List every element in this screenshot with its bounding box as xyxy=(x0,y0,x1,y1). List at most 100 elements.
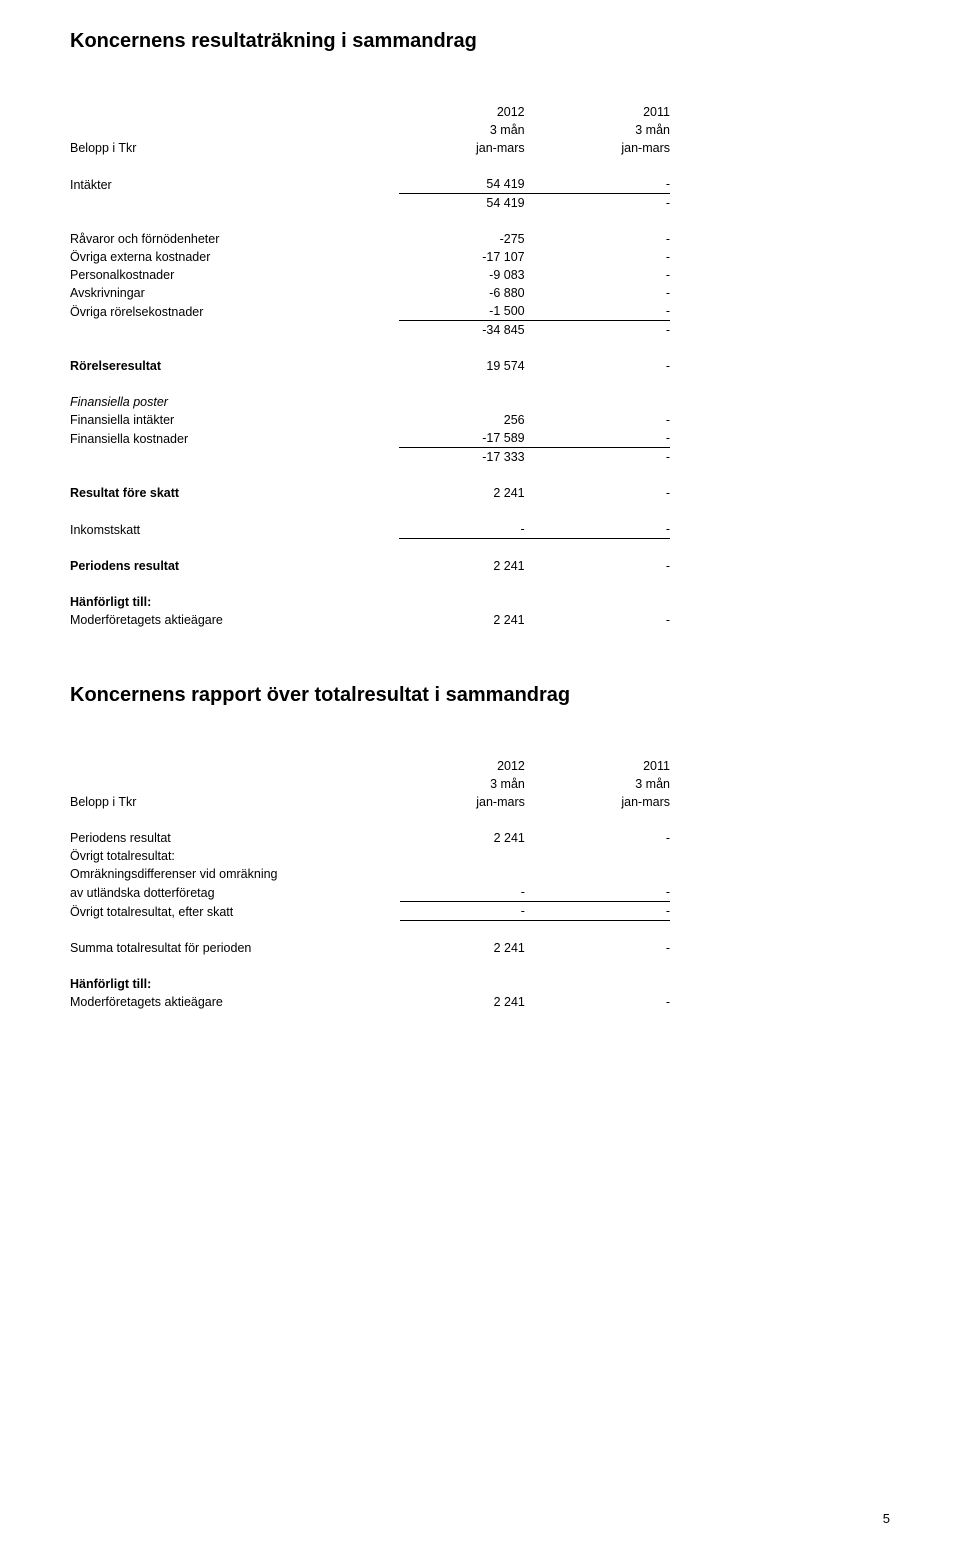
table-row: 3 mån 3 mån xyxy=(70,121,670,139)
table-row: -17 333 - xyxy=(70,448,670,467)
row-value: -1 500 xyxy=(399,302,544,321)
table-row: Periodens resultat 2 241 - xyxy=(70,829,670,847)
row-label: Övriga rörelsekostnader xyxy=(70,302,399,321)
row-label: Avskrivningar xyxy=(70,284,399,302)
table-row: Övriga externa kostnader -17 107 - xyxy=(70,248,670,266)
row-value: - xyxy=(545,175,670,194)
row-label: Rörelseresultat xyxy=(70,357,399,375)
row-value: 19 574 xyxy=(399,357,544,375)
table-row: Belopp i Tkr jan-mars jan-mars xyxy=(70,139,670,157)
row-label: Övrigt totalresultat, efter skatt xyxy=(70,902,400,921)
row-value: - xyxy=(545,248,670,266)
row-value: - xyxy=(545,520,670,539)
comprehensive-title: Koncernens rapport över totalresultat i … xyxy=(70,684,890,707)
row-value: - xyxy=(545,829,670,847)
row-label: Inkomstskatt xyxy=(70,520,399,539)
row-label: Finansiella intäkter xyxy=(70,411,399,429)
row-value: 2 241 xyxy=(400,829,545,847)
row-value: - xyxy=(545,357,670,375)
row-label: Periodens resultat xyxy=(70,557,399,575)
table-row: Finansiella poster xyxy=(70,393,670,411)
table-row: Periodens resultat 2 241 - xyxy=(70,557,670,575)
row-value: - xyxy=(545,448,670,467)
table-row: Övrigt totalresultat, efter skatt - - xyxy=(70,902,670,921)
row-value: -17 589 xyxy=(399,429,544,448)
table-row: 54 419 - xyxy=(70,194,670,213)
page: Koncernens resultaträkning i sammandrag … xyxy=(0,0,960,1546)
col-span-1: jan-mars xyxy=(400,793,545,811)
row-label: Övriga externa kostnader xyxy=(70,248,399,266)
table-row: Råvaror och förnödenheter -275 - xyxy=(70,230,670,248)
col-year-2: 2011 xyxy=(545,757,670,775)
table-row: Personalkostnader -9 083 - xyxy=(70,266,670,284)
col-period-2: 3 mån xyxy=(545,775,670,793)
row-value: - xyxy=(545,194,670,213)
row-label: Personalkostnader xyxy=(70,266,399,284)
row-value: - xyxy=(400,883,545,902)
col-period-1: 3 mån xyxy=(399,121,544,139)
row-value: 2 241 xyxy=(400,993,545,1011)
row-label: Moderföretagets aktieägare xyxy=(70,993,400,1011)
row-value: - xyxy=(545,484,670,502)
currency-label: Belopp i Tkr xyxy=(70,139,399,157)
col-period-2: 3 mån xyxy=(545,121,670,139)
table-row: Belopp i Tkr jan-mars jan-mars xyxy=(70,793,670,811)
section-label: Hänförligt till: xyxy=(70,975,400,993)
income-statement-title: Koncernens resultaträkning i sammandrag xyxy=(70,30,890,53)
col-year-2: 2011 xyxy=(545,103,670,121)
row-value: 54 419 xyxy=(399,194,544,213)
table-row: Intäkter 54 419 - xyxy=(70,175,670,194)
row-value: - xyxy=(545,411,670,429)
row-value: - xyxy=(545,902,670,921)
row-value: -275 xyxy=(399,230,544,248)
table-row: Omräkningsdifferenser vid omräkning xyxy=(70,865,670,883)
row-value: - xyxy=(545,611,670,629)
row-value: 2 241 xyxy=(399,557,544,575)
table-row: Moderföretagets aktieägare 2 241 - xyxy=(70,993,670,1011)
income-statement-table: 2012 2011 3 mån 3 mån Belopp i Tkr jan-m… xyxy=(70,103,670,629)
row-label: Omräkningsdifferenser vid omräkning xyxy=(70,865,400,883)
comprehensive-table: 2012 2011 3 mån 3 mån Belopp i Tkr jan-m… xyxy=(70,757,670,1011)
row-label: Periodens resultat xyxy=(70,829,400,847)
section-label: Finansiella poster xyxy=(70,393,399,411)
table-row: Hänförligt till: xyxy=(70,975,670,993)
row-value: 2 241 xyxy=(400,939,545,957)
table-row: Rörelseresultat 19 574 - xyxy=(70,357,670,375)
table-row: Avskrivningar -6 880 - xyxy=(70,284,670,302)
row-value: - xyxy=(545,266,670,284)
col-year-1: 2012 xyxy=(400,757,545,775)
currency-label: Belopp i Tkr xyxy=(70,793,400,811)
table-row: Övrigt totalresultat: xyxy=(70,847,670,865)
page-number: 5 xyxy=(883,1511,890,1526)
row-value: 256 xyxy=(399,411,544,429)
table-row: Hänförligt till: xyxy=(70,593,670,611)
col-span-2: jan-mars xyxy=(545,139,670,157)
section-label: Hänförligt till: xyxy=(70,593,399,611)
table-row: Övriga rörelsekostnader -1 500 - xyxy=(70,302,670,321)
col-span-1: jan-mars xyxy=(399,139,544,157)
row-label: Moderföretagets aktieägare xyxy=(70,611,399,629)
table-row: Moderföretagets aktieägare 2 241 - xyxy=(70,611,670,629)
row-value: - xyxy=(545,302,670,321)
row-label: av utländska dotterföretag xyxy=(70,883,400,902)
row-value: - xyxy=(545,284,670,302)
row-value: - xyxy=(545,429,670,448)
table-row: 2012 2011 xyxy=(70,757,670,775)
row-value: -9 083 xyxy=(399,266,544,284)
row-value: -17 107 xyxy=(399,248,544,266)
row-value: -6 880 xyxy=(399,284,544,302)
table-row: 3 mån 3 mån xyxy=(70,775,670,793)
row-label: Finansiella kostnader xyxy=(70,429,399,448)
row-value: -34 845 xyxy=(399,321,544,340)
row-value: 2 241 xyxy=(399,484,544,502)
table-row: Resultat före skatt 2 241 - xyxy=(70,484,670,502)
row-value: 54 419 xyxy=(399,175,544,194)
row-value: - xyxy=(545,230,670,248)
row-value: - xyxy=(545,883,670,902)
section-label: Övrigt totalresultat: xyxy=(70,847,400,865)
table-row: Inkomstskatt - - xyxy=(70,520,670,539)
row-value: -17 333 xyxy=(399,448,544,467)
row-label: Summa totalresultat för perioden xyxy=(70,939,400,957)
row-value: - xyxy=(399,520,544,539)
row-value: 2 241 xyxy=(399,611,544,629)
